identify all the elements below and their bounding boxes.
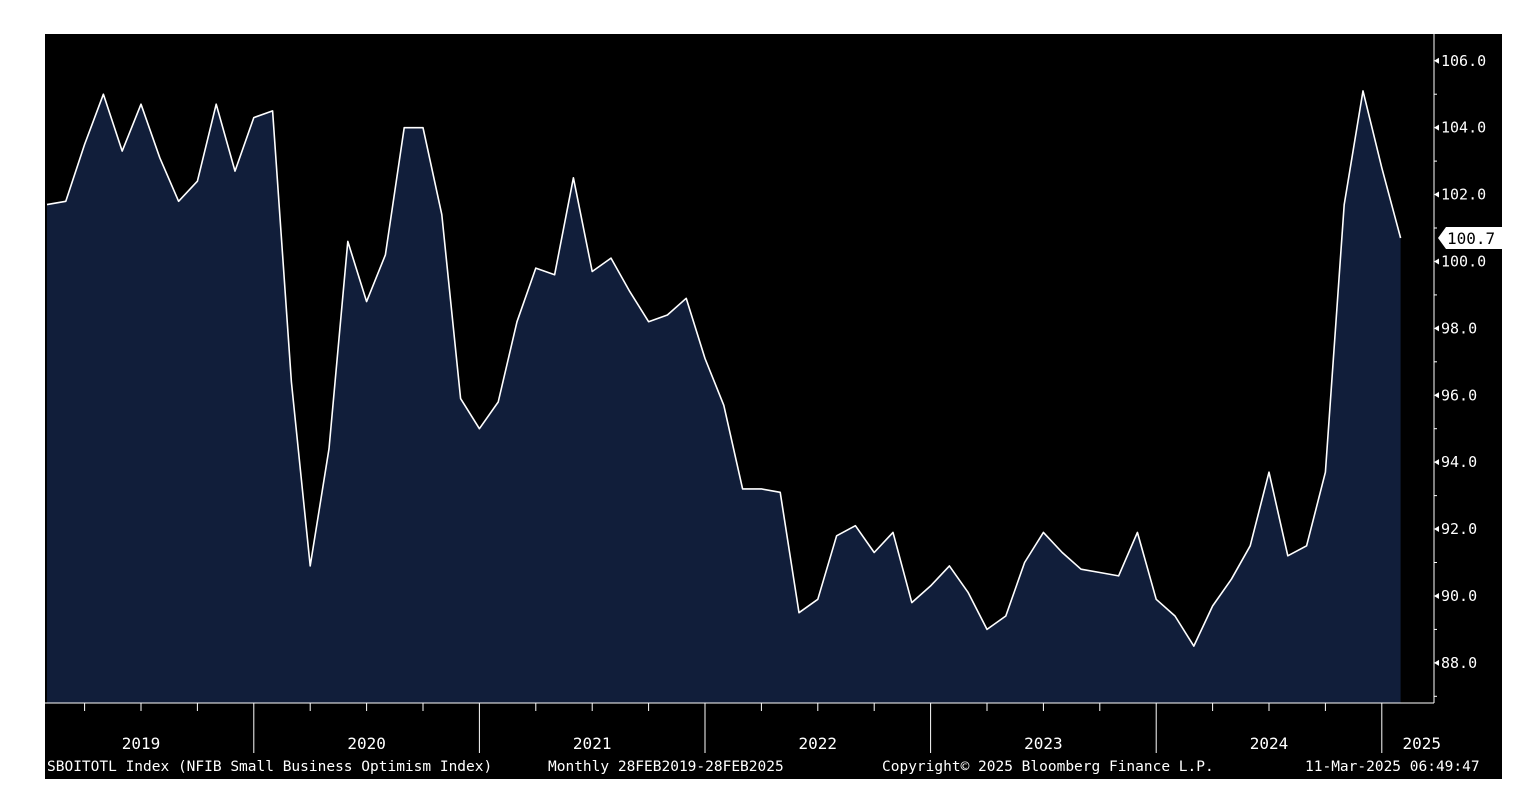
- y-tick-mark: [1434, 392, 1439, 399]
- y-tick-label: 92.0: [1441, 520, 1477, 538]
- y-tick-mark: [1434, 659, 1439, 666]
- copyright-notice: Copyright© 2025 Bloomberg Finance L.P.: [882, 759, 1214, 775]
- y-tick-mark: [1434, 325, 1439, 332]
- y-tick-label: 106.0: [1441, 52, 1486, 70]
- series-area: [47, 90, 1401, 703]
- y-tick-mark: [1434, 258, 1439, 265]
- x-tick-label: 2020: [347, 734, 386, 753]
- x-tick-label: 2023: [1024, 734, 1063, 753]
- frequency-range: Monthly 28FEB2019-28FEB2025: [548, 759, 784, 775]
- x-tick-label: 2019: [122, 734, 161, 753]
- y-tick-label: 98.0: [1441, 319, 1477, 337]
- last-value-marker: [1438, 227, 1506, 250]
- y-tick-label: 88.0: [1441, 654, 1477, 672]
- y-tick-mark: [1434, 191, 1439, 198]
- y-tick-mark: [1434, 57, 1439, 64]
- y-tick-label: 100.0: [1441, 252, 1486, 270]
- x-tick-label: 2025: [1403, 734, 1442, 753]
- timestamp: 11-Mar-2025 06:49:47: [1305, 759, 1480, 775]
- y-tick-mark: [1434, 124, 1439, 131]
- y-tick-label: 96.0: [1441, 386, 1477, 404]
- y-tick-mark: [1434, 526, 1439, 533]
- y-axis: 106.0 104.0 102.0 100.0 98.0 96.0 94.0 92.0 90.0…: [1433, 34, 1506, 703]
- last-value-label: 100.7: [1447, 229, 1495, 248]
- y-tick-label: 102.0: [1441, 186, 1486, 204]
- y-tick-mark: [1434, 459, 1439, 466]
- y-tick-label: 94.0: [1441, 453, 1477, 471]
- x-tick-label: 2024: [1250, 734, 1289, 753]
- plot-area: [46, 90, 1402, 703]
- y-tick-label: 104.0: [1441, 119, 1486, 137]
- series-line: [46, 90, 1402, 647]
- y-tick-mark: [1434, 592, 1439, 599]
- y-tick-label: 90.0: [1441, 587, 1477, 605]
- ticker-description: SBOITOTL Index (NFIB Small Business Opti…: [47, 759, 493, 775]
- x-tick-label: 2022: [799, 734, 838, 753]
- x-tick-label: 2021: [573, 734, 612, 753]
- x-axis: 2019 2020 2021 2022 2023 2024 2025: [45, 702, 1442, 753]
